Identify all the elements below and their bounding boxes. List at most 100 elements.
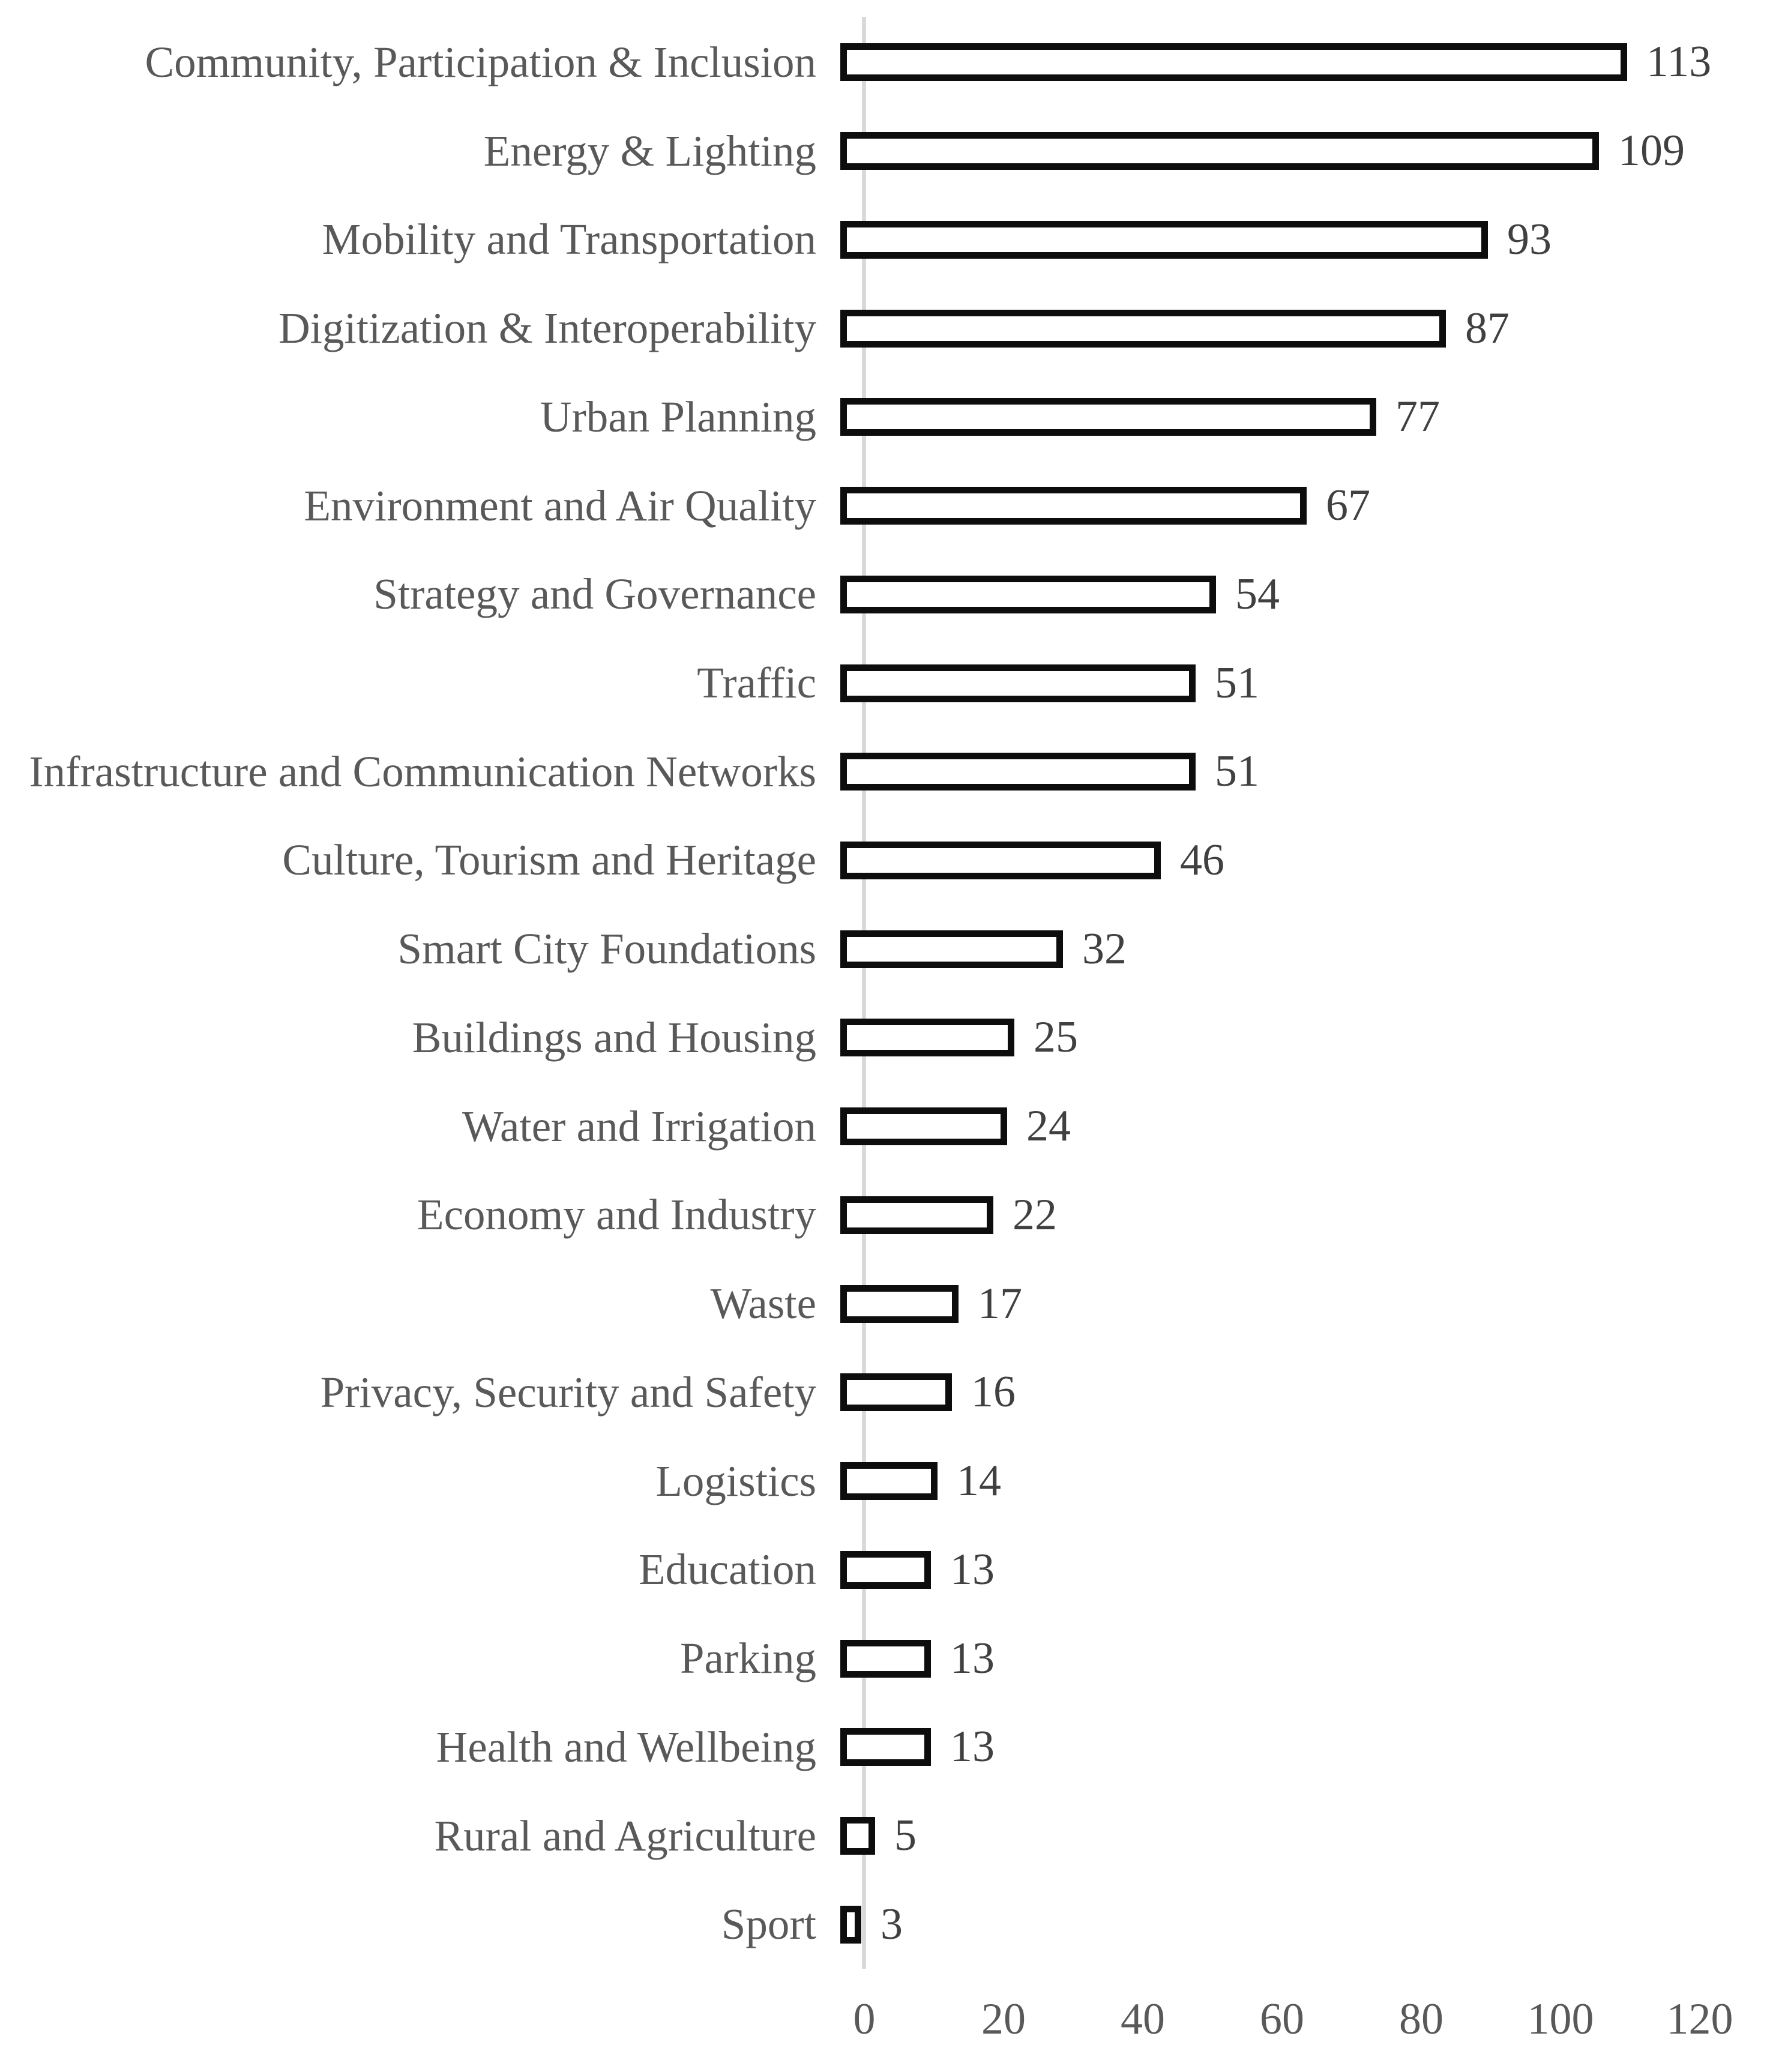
- bar: [840, 1639, 931, 1678]
- value-label: 14: [957, 1456, 1001, 1506]
- bar-area: 109: [840, 107, 1770, 196]
- category-label: Privacy, Security and Safety: [320, 1367, 816, 1417]
- value-label: 32: [1082, 924, 1127, 974]
- category-label: Culture, Tourism and Heritage: [282, 836, 816, 885]
- chart-row: Energy & Lighting 109: [0, 107, 1770, 196]
- chart-row: Culture, Tourism and Heritage 46: [0, 816, 1770, 905]
- bar-area: 113: [840, 18, 1770, 107]
- x-axis-tick-label: 120: [1666, 1995, 1733, 2044]
- value-label: 5: [894, 1811, 917, 1861]
- category-label: Urban Planning: [540, 392, 816, 441]
- value-label: 16: [971, 1367, 1016, 1417]
- bar: [840, 664, 1196, 702]
- value-label: 3: [880, 1899, 903, 1949]
- value-axis: 0 20 40 60 80 100 120: [0, 1994, 1770, 2054]
- bar: [840, 1728, 931, 1766]
- value-label: 87: [1465, 303, 1510, 353]
- bar-area: 13: [840, 1703, 1770, 1792]
- chart-row: Mobility and Transportation 93: [0, 195, 1770, 284]
- chart-row: Urban Planning 77: [0, 373, 1770, 462]
- category-label: Health and Wellbeing: [436, 1722, 816, 1771]
- category-label: Water and Irrigation: [462, 1101, 816, 1151]
- x-axis-tick-label: 40: [1121, 1995, 1165, 2044]
- category-label: Infrastructure and Communication Network…: [29, 747, 816, 796]
- value-label: 25: [1034, 1013, 1078, 1062]
- chart-row: Economy and Industry 22: [0, 1171, 1770, 1260]
- category-label: Logistics: [655, 1456, 816, 1505]
- bar-area: 13: [840, 1614, 1770, 1703]
- bar-area: 16: [840, 1348, 1770, 1437]
- category-label: Sport: [721, 1900, 816, 1949]
- value-label: 67: [1326, 481, 1370, 531]
- bar-area: 24: [840, 1082, 1770, 1171]
- bar-area: 46: [840, 816, 1770, 905]
- chart-row: Smart City Foundations 32: [0, 905, 1770, 993]
- value-label: 113: [1646, 37, 1712, 87]
- category-label: Mobility and Transportation: [322, 215, 816, 264]
- category-label: Education: [639, 1545, 816, 1594]
- chart-row: Logistics 14: [0, 1437, 1770, 1526]
- category-label: Energy & Lighting: [483, 126, 816, 175]
- bar-area: 13: [840, 1525, 1770, 1614]
- x-axis-tick-label: 0: [853, 1995, 876, 2044]
- chart-row: Buildings and Housing 25: [0, 993, 1770, 1082]
- x-axis-tick-label: 100: [1527, 1995, 1594, 2044]
- chart-row: Waste 17: [0, 1259, 1770, 1348]
- chart-row: Traffic 51: [0, 639, 1770, 727]
- plot-area: Community, Participation & Inclusion 113 E…: [0, 18, 1770, 1969]
- value-label: 13: [950, 1722, 995, 1772]
- bar: [840, 1817, 875, 1855]
- category-label: Community, Participation & Inclusion: [145, 37, 816, 86]
- chart-row: Sport 3: [0, 1880, 1770, 1969]
- bar: [840, 43, 1627, 82]
- x-axis-tick-label: 80: [1399, 1995, 1443, 2044]
- category-label: Parking: [679, 1634, 816, 1683]
- value-label: 54: [1235, 569, 1280, 619]
- bar-area: 14: [840, 1437, 1770, 1526]
- chart-row: Water and Irrigation 24: [0, 1082, 1770, 1171]
- value-label: 24: [1026, 1101, 1071, 1151]
- value-label: 13: [950, 1633, 995, 1683]
- x-axis-tick-label: 60: [1260, 1995, 1304, 2044]
- value-label: 77: [1395, 392, 1440, 442]
- category-label: Environment and Air Quality: [304, 481, 816, 530]
- chart-row: Infrastructure and Communication Network…: [0, 727, 1770, 816]
- value-label: 51: [1215, 658, 1259, 708]
- category-axis-line: [862, 17, 866, 1969]
- chart-row: Parking 13: [0, 1614, 1770, 1703]
- bar-area: 51: [840, 639, 1770, 727]
- bar: [840, 398, 1376, 436]
- bar: [840, 753, 1196, 791]
- value-label: 13: [950, 1544, 995, 1594]
- category-label: Strategy and Governance: [373, 570, 816, 619]
- bar-area: 51: [840, 727, 1770, 816]
- bar: [840, 1107, 1007, 1146]
- value-label: 93: [1507, 214, 1552, 264]
- bar-area: 25: [840, 993, 1770, 1082]
- category-label: Rural and Agriculture: [434, 1811, 816, 1860]
- chart-row: Strategy and Governance 54: [0, 550, 1770, 639]
- category-label: Buildings and Housing: [412, 1013, 816, 1062]
- chart-row: Community, Participation & Inclusion 113: [0, 18, 1770, 107]
- bar: [840, 930, 1063, 968]
- bar-area: 22: [840, 1171, 1770, 1260]
- category-label: Traffic: [697, 658, 816, 707]
- bar-area: 32: [840, 905, 1770, 993]
- value-label: 109: [1618, 126, 1685, 176]
- bar-area: 93: [840, 195, 1770, 284]
- chart-row: Health and Wellbeing 13: [0, 1703, 1770, 1792]
- bar: [840, 841, 1161, 879]
- chart-row: Rural and Agriculture 5: [0, 1792, 1770, 1881]
- value-label: 17: [978, 1278, 1022, 1328]
- chart-row: Privacy, Security and Safety 16: [0, 1348, 1770, 1437]
- chart-row: Digitization & Interoperability 87: [0, 284, 1770, 373]
- bar-area: 3: [840, 1880, 1770, 1969]
- bar-area: 87: [840, 284, 1770, 373]
- category-label: Smart City Foundations: [397, 924, 816, 974]
- chart-row: Environment and Air Quality 67: [0, 462, 1770, 550]
- bar: [840, 220, 1488, 259]
- bar-area: 5: [840, 1792, 1770, 1881]
- bar: [840, 309, 1446, 348]
- bar: [840, 1373, 952, 1412]
